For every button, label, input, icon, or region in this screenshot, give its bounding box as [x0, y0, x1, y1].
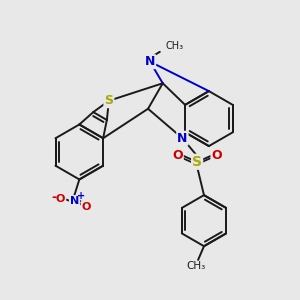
- Text: S: S: [104, 94, 113, 107]
- Text: O: O: [82, 202, 91, 212]
- Text: +: +: [77, 191, 86, 201]
- Text: N: N: [177, 132, 188, 145]
- Text: O: O: [172, 149, 183, 162]
- Text: CH₃: CH₃: [166, 41, 184, 51]
- Text: S: S: [192, 155, 202, 169]
- Text: CH₃: CH₃: [187, 261, 206, 271]
- Text: -: -: [51, 190, 56, 204]
- Text: N: N: [70, 196, 79, 206]
- Text: O: O: [212, 149, 222, 162]
- Text: O: O: [56, 194, 65, 204]
- Text: N: N: [145, 55, 155, 68]
